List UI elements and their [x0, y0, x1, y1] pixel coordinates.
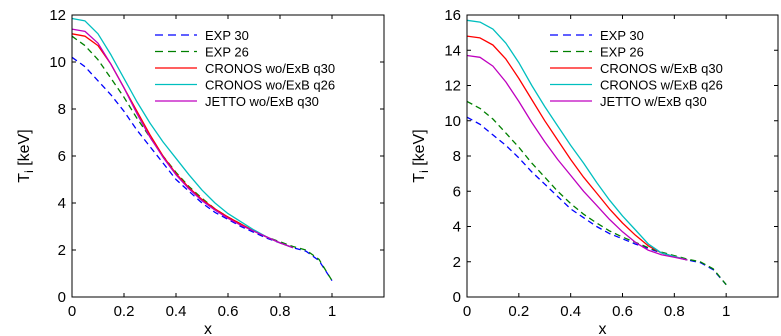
series-line-2: [71, 35, 333, 281]
x-tick-label: 0: [68, 303, 76, 320]
legend-label: JETTO w/ExB q30: [600, 94, 707, 109]
y-tick-label: 2: [58, 242, 66, 259]
y-tick-label: 14: [444, 42, 461, 59]
y-tick-label: 4: [58, 195, 66, 212]
x-axis-label: x: [204, 321, 212, 336]
x-tick-label: 0.2: [508, 303, 529, 320]
x-tick-label: 0: [463, 303, 471, 320]
legend-label: EXP 26: [205, 45, 249, 60]
series-line-4: [466, 19, 688, 261]
legend-label: EXP 26: [600, 45, 644, 60]
legend-label: EXP 30: [600, 28, 644, 43]
legend-label: CRONOS wo/ExB q26: [205, 78, 335, 93]
y-tick-label: 16: [444, 7, 461, 24]
y-tick-label: 6: [453, 183, 461, 200]
y-tick-label: 0: [58, 289, 66, 306]
x-tick-label: 1: [722, 303, 730, 320]
y-tick-label: 2: [453, 254, 461, 271]
legend-label: CRONOS w/ExB q26: [600, 78, 723, 93]
x-tick-label: 0.8: [664, 303, 685, 320]
y-tick-label: 4: [453, 219, 461, 236]
y-tick-label: 12: [49, 7, 66, 24]
x-tick-label: 1: [328, 303, 336, 320]
y-tick-label: 0: [453, 289, 461, 306]
x-tick-label: 0.6: [612, 303, 633, 320]
y-axis-label: Ti [keV]: [411, 129, 431, 182]
series-line-5: [71, 28, 294, 249]
legend-label: EXP 30: [205, 28, 249, 43]
series-line-2: [466, 100, 727, 286]
y-tick-label: 10: [444, 113, 461, 130]
series-line-5: [466, 54, 688, 261]
x-tick-label: 0.6: [218, 303, 239, 320]
y-axis-label: Ti [keV]: [16, 129, 36, 182]
y-tick-label: 12: [444, 78, 461, 95]
x-tick-label: 0.4: [166, 303, 187, 320]
series-line-3: [466, 35, 688, 261]
y-tick-label: 8: [453, 148, 461, 165]
x-axis-label: x: [599, 321, 607, 336]
series-line-4: [71, 17, 294, 249]
y-tick-label: 8: [58, 101, 66, 118]
x-tick-label: 0.4: [560, 303, 581, 320]
x-tick-label: 0.8: [270, 303, 291, 320]
x-tick-label: 0.2: [114, 303, 135, 320]
y-tick-label: 10: [49, 54, 66, 71]
legend-label: CRONOS wo/ExB q30: [205, 61, 335, 76]
y-tick-label: 6: [58, 148, 66, 165]
legend-label: JETTO wo/ExB q30: [205, 94, 319, 109]
legend-label: CRONOS w/ExB q30: [600, 61, 723, 76]
